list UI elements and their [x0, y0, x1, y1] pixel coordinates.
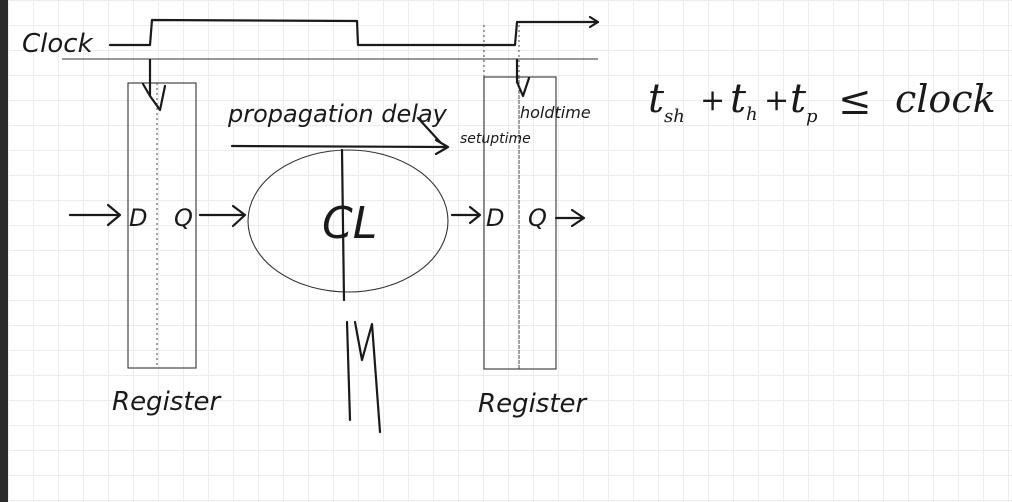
formula-t1-sub: sh — [664, 106, 685, 127]
register-left-d: D — [129, 204, 147, 232]
register-left-box — [127, 82, 197, 369]
clock-label: Clock — [22, 29, 94, 59]
whiteboard-canvas: Clock D Q CL D Q propagat — [8, 0, 1012, 502]
combinational-logic-ellipse — [247, 149, 449, 293]
formula-plus-2: + — [764, 83, 789, 118]
hold-time-label: holdtime — [520, 103, 591, 122]
propagation-delay-arrow — [230, 138, 450, 156]
q-to-logic-arrow — [198, 204, 247, 228]
register-right-q: Q — [528, 204, 547, 232]
window-left-edge — [0, 0, 8, 502]
register-right-d: D — [486, 204, 504, 232]
formula-rhs: clock — [895, 77, 996, 121]
formula-t3-sub: p — [806, 106, 818, 127]
formula-t1: t — [648, 76, 665, 122]
output-arrow-right — [554, 208, 586, 228]
register-right-box — [483, 76, 557, 370]
register-right-caption: Register — [478, 389, 589, 419]
timing-formula: t sh + t h + t p ≤ clock — [648, 76, 996, 127]
propagation-delay-hook — [416, 116, 442, 144]
clock-arrowhead — [588, 15, 600, 29]
register-right-clock-edge — [515, 58, 531, 98]
clock-waveform — [108, 18, 600, 47]
diagram-svg: Clock D Q CL D Q propagat — [22, 15, 996, 434]
logic-center-stroke — [340, 148, 346, 302]
formula-leq: ≤ — [838, 78, 872, 124]
register-left-clock-edge — [141, 58, 167, 112]
input-arrow-left — [68, 203, 122, 227]
logic-label: CL — [322, 198, 377, 249]
setup-time-label: setuptime — [460, 131, 531, 147]
formula-t2-sub: h — [746, 104, 758, 125]
propagation-delay-label: propagation delay — [227, 100, 448, 128]
formula-plus-1: + — [700, 83, 725, 118]
logic-to-d-arrow — [450, 205, 482, 225]
register-left-caption: Register — [112, 387, 223, 417]
formula-t3: t — [790, 76, 807, 122]
logic-bottom-wire — [345, 320, 382, 434]
register-left-q: Q — [174, 204, 193, 232]
formula-t2: t — [730, 76, 747, 122]
